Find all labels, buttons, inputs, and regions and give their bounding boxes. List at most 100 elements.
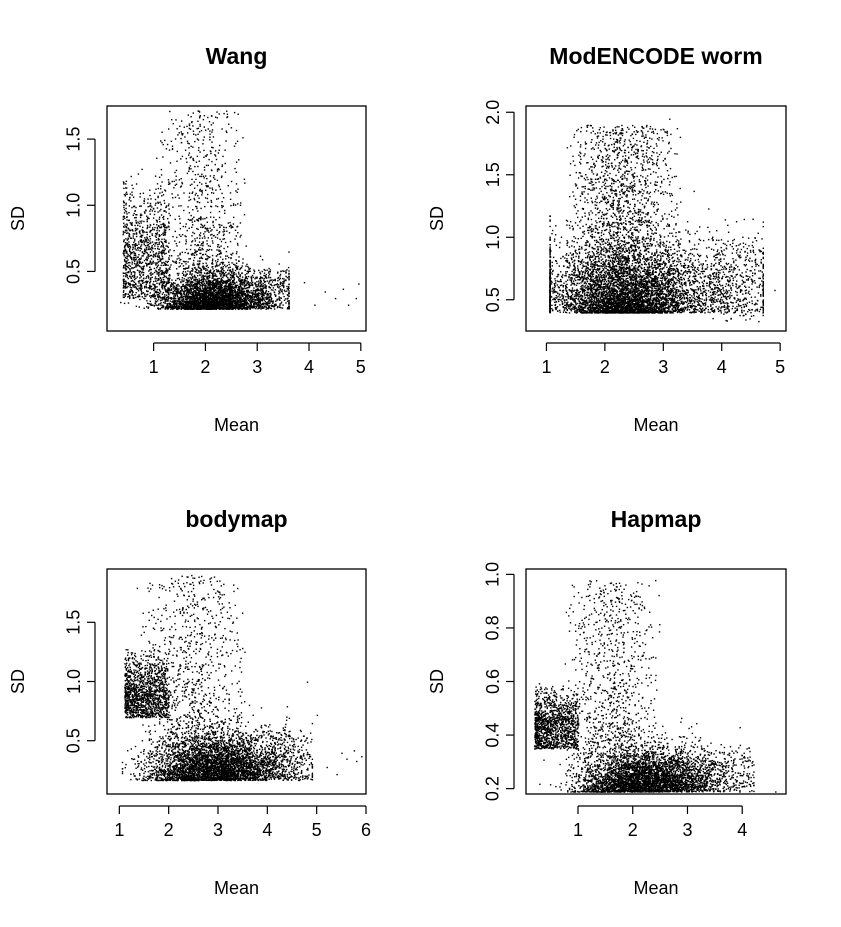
data-point	[187, 285, 189, 287]
data-point	[161, 288, 164, 290]
data-point	[203, 169, 206, 171]
data-point	[150, 208, 152, 211]
data-point	[222, 276, 224, 279]
data-point	[218, 210, 221, 213]
data-point	[146, 294, 148, 296]
data-point	[140, 292, 143, 294]
data-point	[223, 230, 226, 233]
data-point	[187, 288, 189, 290]
data-point	[266, 292, 269, 295]
data-point	[253, 301, 256, 303]
data-point	[132, 256, 135, 259]
data-point	[169, 304, 172, 306]
data-point	[207, 289, 209, 292]
data-point	[242, 294, 244, 297]
data-point	[215, 265, 217, 267]
data-point	[214, 289, 217, 291]
data-point	[203, 225, 205, 227]
data-point	[239, 298, 241, 300]
data-point	[220, 267, 222, 269]
data-point	[189, 165, 192, 167]
data-point	[260, 305, 262, 307]
data-point	[160, 279, 162, 282]
data-point	[224, 294, 226, 297]
data-point	[146, 259, 148, 261]
data-point	[261, 259, 264, 261]
data-point	[208, 231, 210, 233]
data-point	[198, 131, 201, 133]
data-point	[219, 188, 222, 191]
data-point	[123, 182, 125, 184]
data-point	[160, 273, 162, 276]
data-point	[207, 164, 209, 167]
data-point	[180, 306, 183, 308]
data-point	[134, 233, 136, 235]
data-point	[197, 302, 199, 305]
data-point	[247, 297, 249, 299]
data-point	[147, 257, 150, 259]
data-point	[210, 272, 213, 274]
data-point	[233, 304, 235, 306]
data-point	[228, 278, 231, 281]
data-point	[126, 219, 128, 221]
data-point	[176, 301, 178, 303]
data-point	[228, 293, 230, 295]
data-point	[154, 289, 156, 291]
data-point	[212, 300, 214, 302]
data-point	[157, 279, 159, 282]
data-point	[193, 264, 195, 266]
data-point	[267, 272, 270, 274]
data-point	[164, 210, 166, 212]
data-point	[207, 245, 210, 247]
data-point	[211, 192, 213, 194]
data-point	[165, 205, 168, 207]
data-point	[248, 296, 251, 299]
data-point	[227, 222, 229, 224]
data-point	[128, 205, 130, 207]
data-point	[130, 288, 132, 291]
data-point	[204, 175, 207, 177]
data-point	[159, 210, 161, 212]
data-point	[198, 249, 200, 251]
data-point	[189, 219, 191, 222]
data-point	[264, 285, 266, 287]
data-point	[164, 231, 167, 234]
data-point	[199, 260, 201, 262]
data-point	[160, 251, 162, 254]
data-point	[173, 293, 175, 295]
data-point	[236, 292, 239, 295]
data-point	[268, 277, 270, 279]
data-point	[211, 254, 214, 257]
data-point	[152, 217, 155, 219]
data-point	[131, 229, 134, 231]
data-point	[265, 290, 268, 292]
data-point	[229, 282, 231, 284]
data-point	[151, 206, 153, 208]
data-point	[215, 298, 218, 300]
data-point	[255, 296, 257, 299]
data-point	[169, 290, 171, 292]
data-point	[159, 299, 162, 302]
data-point	[200, 252, 202, 255]
data-point	[183, 293, 185, 296]
data-point	[162, 277, 164, 279]
data-point	[125, 229, 127, 231]
data-point	[149, 189, 151, 191]
data-point	[136, 276, 138, 278]
data-point	[158, 293, 161, 295]
data-point	[190, 293, 193, 295]
data-point	[216, 270, 219, 273]
data-point	[157, 202, 160, 204]
data-point	[238, 273, 240, 275]
data-point	[163, 224, 165, 227]
data-point	[132, 297, 135, 299]
data-point	[174, 282, 176, 285]
data-point	[196, 307, 199, 309]
data-point	[161, 191, 163, 193]
data-point	[152, 243, 155, 246]
data-point	[131, 257, 133, 260]
data-point	[177, 134, 179, 136]
data-point	[163, 261, 165, 264]
data-point	[252, 292, 254, 295]
data-point	[215, 274, 217, 276]
